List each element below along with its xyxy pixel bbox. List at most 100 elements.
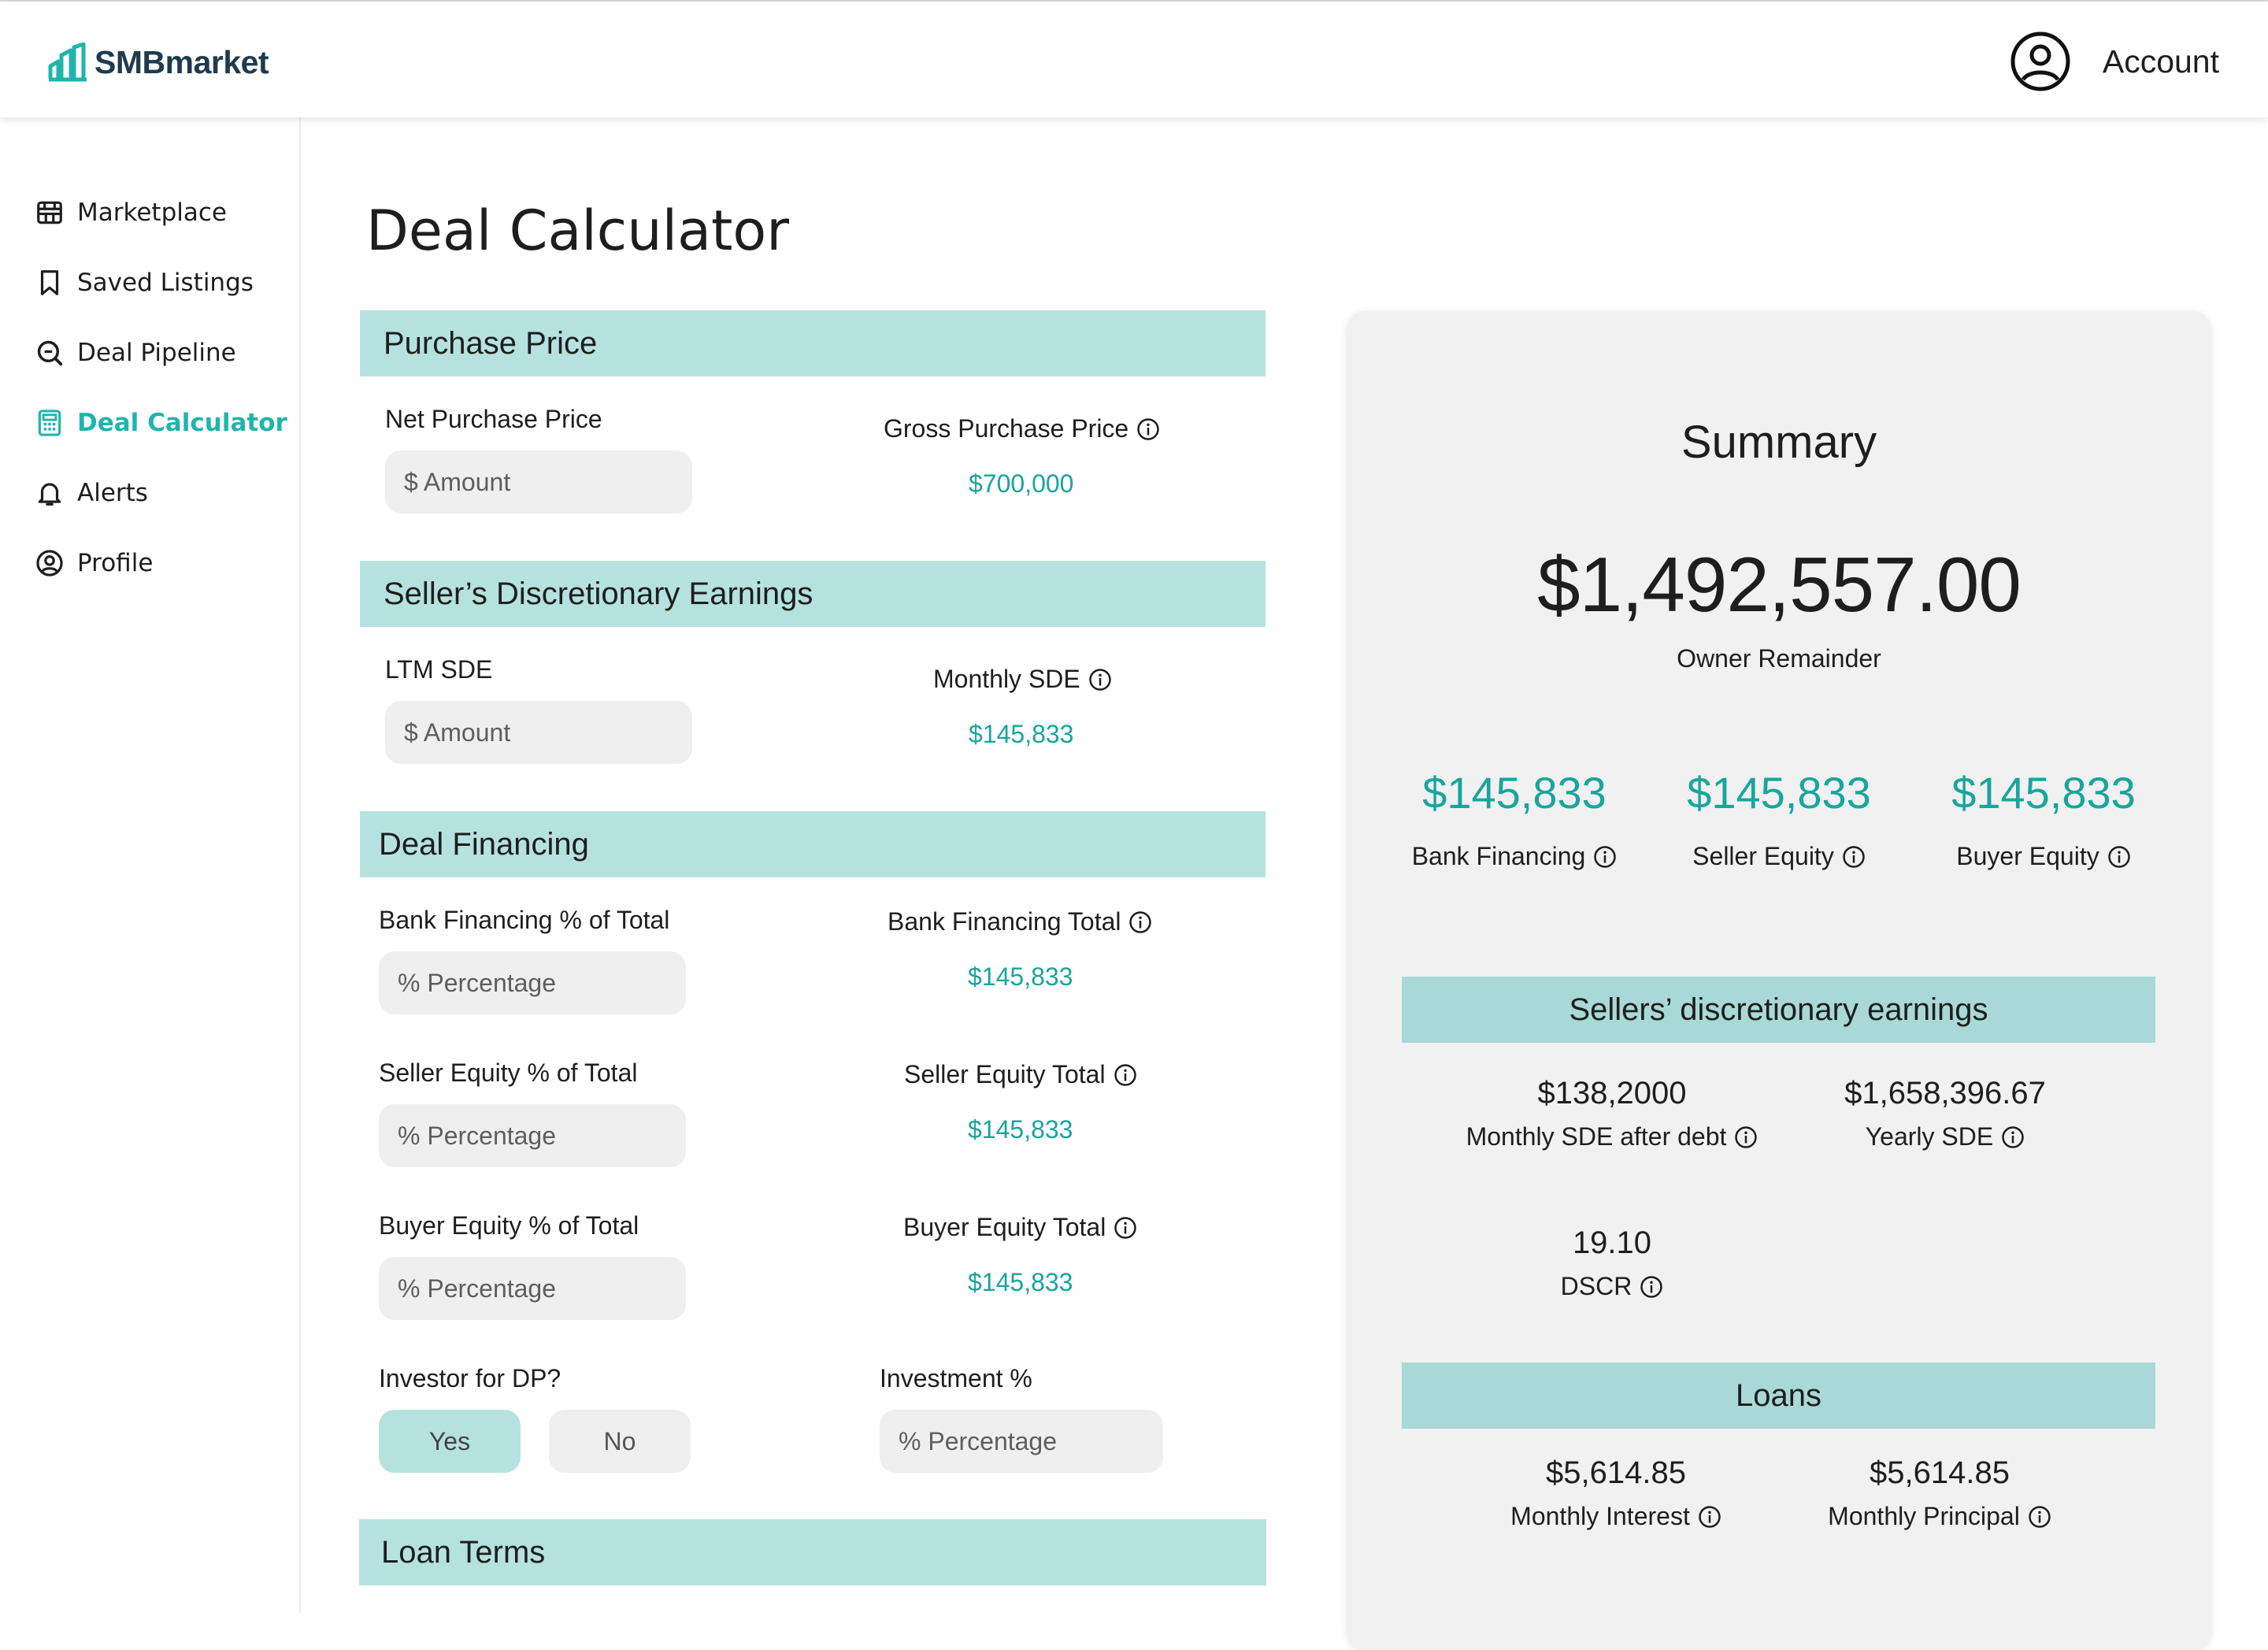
info-icon[interactable]: [1698, 1505, 1721, 1529]
buyer-equity-value: $145,833: [1951, 768, 2136, 818]
investment-pct-input[interactable]: [880, 1410, 1163, 1473]
info-icon[interactable]: [1114, 1063, 1137, 1087]
sidebar: [0, 117, 301, 1613]
monthly-sde-after-debt-value: $138,2000: [1537, 1076, 1687, 1111]
gross-purchase-price-label: Gross Purchase Price: [884, 414, 1160, 443]
sidebar-item-label: Alerts: [77, 479, 148, 507]
bank-financing-value: $145,833: [1422, 768, 1606, 818]
monthly-interest-label-text: Monthly Interest: [1510, 1502, 1690, 1530]
section-header-loan-terms: Loan Terms: [359, 1519, 1266, 1585]
monthly-principal-label: Monthly Principal: [1758, 1502, 2121, 1531]
brand-name: SMBmarket: [94, 43, 269, 80]
info-icon[interactable]: [1136, 417, 1160, 441]
calculator-icon: [38, 410, 61, 436]
sidebar-item-profile[interactable]: Profile: [35, 543, 153, 583]
investor-for-dp-label: Investor for DP?: [379, 1364, 561, 1392]
monthly-principal-value: $5,614.85: [1870, 1455, 2010, 1490]
info-icon[interactable]: [2107, 845, 2131, 869]
bank-financing-total-label: Bank Financing Total: [888, 907, 1152, 936]
section-title: Sellers’ discretionary earnings: [1569, 992, 1988, 1027]
section-title: Seller’s Discretionary Earnings: [384, 576, 813, 611]
account-menu[interactable]: Account: [2010, 30, 2219, 93]
search-icon: [37, 340, 63, 366]
yearly-sde-label-text: Yearly SDE: [1865, 1122, 1994, 1151]
yearly-sde-label: Yearly SDE: [1764, 1122, 2126, 1151]
storefront-icon: [37, 201, 62, 224]
buyer-equity-label-text: Buyer Equity: [1956, 842, 2099, 870]
dscr: 19.10 DSCR: [1431, 1225, 1793, 1301]
section-header-deal-financing: Deal Financing: [360, 811, 1266, 877]
sidebar-item-label: Deal Pipeline: [77, 339, 236, 367]
investor-yes-button[interactable]: Yes: [379, 1410, 521, 1473]
bank-financing-pct-label: Bank Financing % of Total: [379, 906, 670, 934]
monthly-interest-label: Monthly Interest: [1435, 1502, 1797, 1531]
bookmark-icon: [40, 270, 59, 295]
ltm-sde-input[interactable]: [385, 701, 692, 764]
info-icon[interactable]: [1593, 845, 1617, 869]
dscr-label: DSCR: [1431, 1272, 1793, 1301]
sidebar-item-marketplace[interactable]: Marketplace: [35, 193, 227, 232]
buyer-equity-total-value: $145,833: [968, 1268, 1073, 1296]
section-title: Loans: [1736, 1377, 1821, 1413]
sidebar-item-label: Marketplace: [77, 198, 227, 227]
brand-logo[interactable]: SMBmarket: [47, 35, 269, 90]
section-header-purchase-price: Purchase Price: [360, 310, 1266, 376]
info-icon[interactable]: [1088, 668, 1112, 692]
monthly-sde-after-debt-label: Monthly SDE after debt: [1431, 1122, 1793, 1151]
bank-financing-pct-input[interactable]: [379, 951, 686, 1014]
account-label: Account: [2102, 43, 2219, 80]
info-icon[interactable]: [1640, 1275, 1663, 1299]
sidebar-item-deal-pipeline[interactable]: Deal Pipeline: [35, 333, 236, 373]
yearly-sde-value: $1,658,396.67: [1844, 1076, 2046, 1111]
seller-equity-label-text: Seller Equity: [1692, 842, 1834, 870]
info-icon[interactable]: [2028, 1505, 2051, 1529]
section-title: Deal Financing: [379, 826, 589, 862]
bank-financing-label: Bank Financing: [1380, 842, 1648, 871]
summary-buyer-equity: $145,833 Buyer Equity: [1910, 767, 2177, 871]
buyer-equity-pct-label: Buyer Equity % of Total: [379, 1211, 639, 1240]
monthly-sde-label-text: Monthly SDE: [933, 665, 1080, 693]
monthly-sde-label: Monthly SDE: [933, 665, 1112, 694]
buyer-equity-label: Buyer Equity: [1910, 842, 2177, 871]
summary-bank-financing: $145,833 Bank Financing: [1380, 767, 1648, 871]
monthly-sde-value: $145,833: [969, 720, 1074, 748]
gross-purchase-price-label-text: Gross Purchase Price: [884, 414, 1129, 443]
sidebar-item-alerts[interactable]: Alerts: [35, 473, 148, 513]
sidebar-item-label: Profile: [77, 549, 154, 577]
sidebar-item-label: Deal Calculator: [77, 409, 287, 437]
seller-equity-total-value: $145,833: [968, 1115, 1073, 1144]
info-icon[interactable]: [2001, 1125, 2025, 1149]
section-title: Loan Terms: [381, 1534, 546, 1570]
sidebar-item-deal-calculator[interactable]: Deal Calculator: [35, 403, 287, 443]
owner-remainder-label: Owner Remainder: [1677, 644, 1881, 673]
page-title: Deal Calculator: [366, 198, 790, 263]
bank-financing-label-text: Bank Financing: [1411, 842, 1586, 870]
seller-equity-total-label: Seller Equity Total: [904, 1060, 1137, 1089]
logo-buildings-icon: [48, 43, 87, 82]
seller-equity-total-label-text: Seller Equity Total: [904, 1060, 1106, 1088]
dscr-value: 19.10: [1572, 1225, 1652, 1260]
monthly-interest: $5,614.85 Monthly Interest: [1435, 1455, 1797, 1531]
info-icon[interactable]: [1842, 845, 1866, 869]
section-title: Purchase Price: [384, 325, 598, 361]
net-purchase-price-input[interactable]: [385, 451, 692, 514]
account-avatar-icon: [2010, 32, 2070, 91]
owner-remainder-value: $1,492,557.00: [1537, 541, 2022, 628]
summary-title: Summary: [1681, 417, 1877, 468]
buyer-equity-pct-input[interactable]: [379, 1257, 686, 1320]
sidebar-item-saved-listings[interactable]: Saved Listings: [35, 263, 254, 302]
info-icon[interactable]: [1734, 1125, 1758, 1149]
info-icon[interactable]: [1128, 910, 1152, 934]
monthly-principal: $5,614.85 Monthly Principal: [1758, 1455, 2121, 1531]
gross-purchase-price-value: $700,000: [969, 469, 1074, 498]
investor-no-button[interactable]: No: [549, 1410, 691, 1473]
summary-seller-equity: $145,833 Seller Equity: [1645, 767, 1913, 871]
top-header: SMBmarket Account: [0, 2, 2268, 117]
seller-equity-pct-input[interactable]: [379, 1104, 686, 1167]
info-icon[interactable]: [1114, 1216, 1137, 1240]
seller-equity-value: $145,833: [1687, 768, 1871, 818]
seller-equity-label: Seller Equity: [1645, 842, 1913, 871]
seller-equity-pct-label: Seller Equity % of Total: [379, 1059, 638, 1087]
buyer-equity-total-label-text: Buyer Equity Total: [903, 1213, 1106, 1241]
summary-sde-header: Sellers’ discretionary earnings: [1402, 977, 2155, 1043]
